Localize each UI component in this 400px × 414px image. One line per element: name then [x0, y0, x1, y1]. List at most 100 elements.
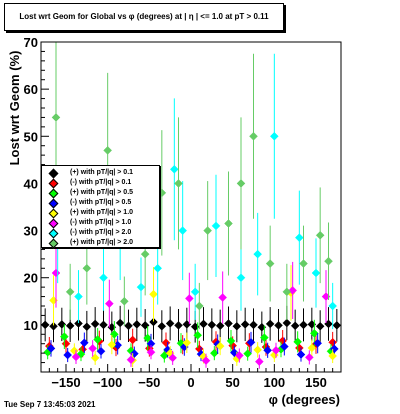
legend-label: (-) with pT/|q| > 0.5 — [70, 199, 132, 206]
data-point — [82, 263, 92, 273]
y-tick-label: 40 — [24, 176, 38, 191]
data-point — [174, 179, 183, 188]
data-point — [82, 322, 92, 332]
legend-marker — [48, 208, 59, 219]
data-point — [290, 321, 300, 331]
series-5 — [51, 238, 331, 369]
data-point — [299, 259, 308, 268]
data-point — [307, 343, 317, 353]
data-point — [288, 286, 298, 295]
legend-label: (+) with pT/|q| > 0.5 — [70, 189, 134, 196]
legend-label: (-) with pT/|q| > 2.0 — [70, 229, 132, 236]
data-point — [328, 301, 338, 311]
data-point — [149, 289, 158, 299]
data-point — [304, 353, 314, 362]
y-axis-label: Lost wrt Geom (%) — [7, 51, 22, 166]
x-axis-label: φ (degrees) — [269, 392, 340, 407]
data-point — [253, 249, 263, 259]
timestamp: Tue Sep 7 13:45:03 2021 — [4, 400, 96, 409]
x-tick-label: 0 — [187, 375, 194, 390]
axis-ticks: 10 20 30 40 50 60 70 −150 −100 −50 0 50 100 150 — [24, 35, 342, 390]
data-point — [203, 226, 213, 235]
data-point — [157, 321, 167, 331]
x-tick-label: −100 — [93, 375, 122, 390]
data-point — [46, 344, 56, 353]
data-point — [209, 348, 219, 358]
data-point — [215, 321, 225, 331]
data-point — [168, 353, 178, 363]
data-point — [149, 317, 158, 327]
legend-item: (+) with pT/|q| > 2.0 — [42, 238, 159, 249]
data-point — [249, 320, 258, 330]
data-point — [79, 338, 89, 348]
x-tick-label: 100 — [263, 375, 285, 390]
data-point — [253, 345, 263, 355]
legend-item: (-) with pT/|q| > 0.1 — [42, 178, 159, 189]
data-point — [184, 294, 194, 303]
data-point — [136, 282, 146, 292]
x-tick-label: −150 — [51, 375, 80, 390]
legend-marker — [48, 168, 59, 179]
data-point — [146, 347, 156, 357]
data-point — [65, 287, 75, 297]
data-point — [193, 330, 203, 340]
data-point — [71, 352, 81, 362]
data-point — [140, 249, 150, 259]
data-point — [282, 287, 292, 297]
data-point — [103, 146, 113, 155]
legend-marker — [48, 178, 59, 189]
x-tick-label: 150 — [305, 375, 327, 390]
data-marks — [40, 42, 342, 369]
data-point — [49, 321, 58, 331]
data-point — [165, 319, 175, 328]
data-point — [240, 320, 250, 329]
data-point — [90, 319, 100, 329]
data-point — [271, 345, 281, 355]
data-point — [299, 320, 308, 330]
y-tick-label: 10 — [24, 318, 38, 333]
legend-label: (+) with pT/|q| > 2.0 — [70, 239, 134, 246]
data-point — [99, 320, 108, 330]
y-tick-label: 70 — [24, 35, 38, 50]
data-point — [232, 321, 242, 331]
legend-item: (+) with pT/|q| > 0.1 — [42, 168, 159, 179]
data-point — [309, 328, 319, 338]
data-point — [254, 357, 264, 366]
data-point — [128, 335, 138, 345]
data-point — [59, 332, 69, 341]
data-point — [311, 268, 321, 278]
data-point — [313, 338, 323, 348]
data-point — [249, 131, 258, 141]
data-point — [332, 320, 342, 330]
data-point — [315, 230, 325, 240]
x-tick-label: −50 — [138, 375, 160, 390]
data-point — [207, 320, 217, 330]
data-point — [324, 256, 333, 266]
data-point — [88, 344, 98, 353]
data-point — [96, 346, 106, 356]
data-point — [259, 333, 269, 342]
data-point — [294, 233, 304, 242]
data-point — [328, 351, 338, 361]
data-point — [182, 338, 192, 348]
data-point — [211, 221, 221, 231]
y-tick-label: 60 — [24, 82, 38, 97]
data-point — [104, 299, 114, 308]
data-point — [236, 179, 246, 188]
legend-item: (-) with pT/|q| > 1.0 — [42, 218, 159, 229]
legend-label: (-) with pT/|q| > 0.1 — [70, 179, 132, 186]
x-tick-label: 50 — [225, 375, 239, 390]
legend-marker — [48, 238, 59, 249]
data-point — [143, 333, 153, 343]
data-point — [132, 320, 142, 329]
data-point — [243, 349, 253, 358]
legend-item: (-) with pT/|q| > 2.0 — [42, 228, 159, 239]
data-point — [224, 219, 233, 228]
data-point — [201, 356, 211, 366]
data-point — [279, 342, 289, 351]
data-point — [153, 263, 163, 273]
legend-item: (+) with pT/|q| > 0.5 — [42, 188, 159, 199]
legend-label: (+) with pT/|q| > 1.0 — [70, 209, 134, 216]
data-point — [269, 131, 279, 141]
